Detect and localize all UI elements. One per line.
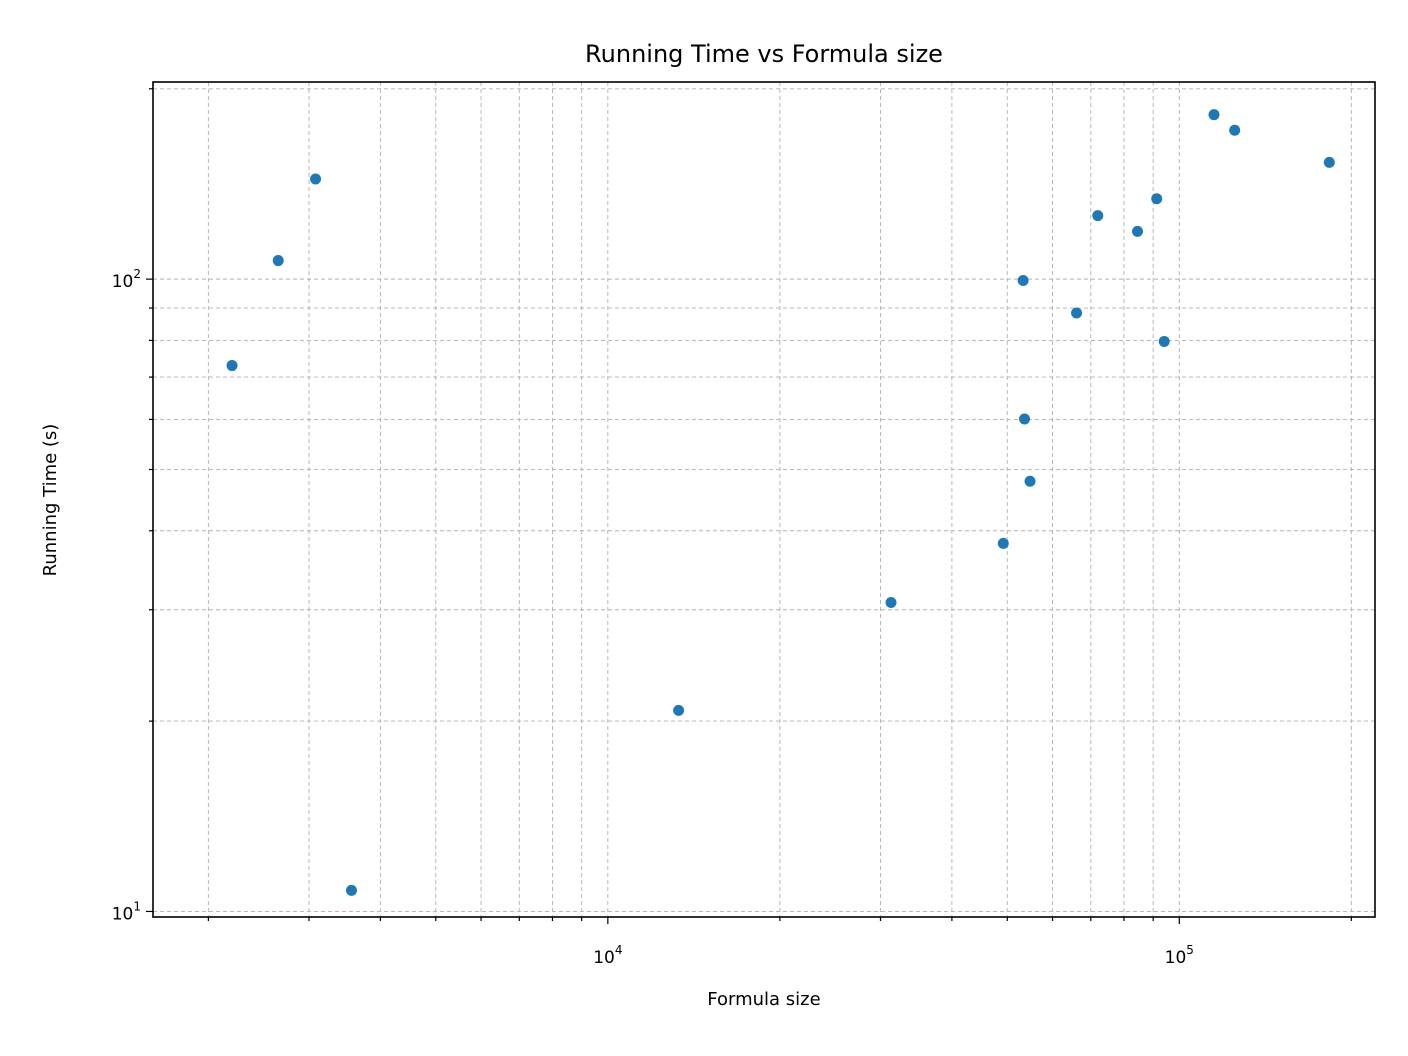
data-point — [1132, 225, 1144, 237]
data-point — [1024, 475, 1036, 487]
y-axis-label: Running Time (s) — [40, 424, 61, 577]
data-points — [226, 109, 1335, 896]
data-point — [1092, 210, 1104, 222]
y-tick-label: 101 — [112, 899, 141, 924]
data-point — [1208, 109, 1220, 121]
axis-ticks: 104 105 101 102 — [112, 88, 1352, 968]
x-axis-label: Formula size — [707, 989, 820, 1010]
data-point — [310, 173, 322, 185]
data-point — [1071, 307, 1083, 319]
data-point — [997, 537, 1009, 549]
data-point — [1151, 193, 1163, 205]
data-point — [673, 704, 685, 716]
data-point — [1229, 124, 1241, 136]
data-point — [1017, 275, 1029, 287]
data-point — [1158, 335, 1170, 347]
data-point — [1019, 413, 1031, 425]
y-tick-label: 102 — [112, 267, 141, 292]
data-point — [272, 255, 284, 267]
x-tick-label: 104 — [593, 943, 622, 968]
data-point — [345, 884, 357, 896]
plot-frame — [152, 81, 1376, 918]
data-point — [885, 597, 897, 609]
grid — [153, 82, 1375, 917]
data-point — [226, 360, 238, 372]
x-tick-label: 105 — [1165, 943, 1194, 968]
data-point — [1323, 156, 1335, 168]
chart-title: Running Time vs Formula size — [585, 40, 943, 68]
